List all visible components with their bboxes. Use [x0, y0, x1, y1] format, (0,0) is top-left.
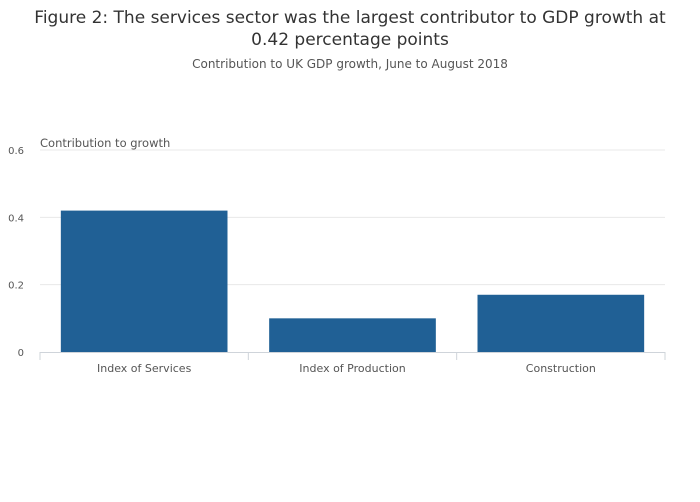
chart-subtitle: Contribution to UK GDP growth, June to A…: [192, 57, 508, 71]
bar: [477, 294, 645, 352]
bars: [60, 210, 645, 352]
x-tick-label: Construction: [526, 362, 596, 375]
y-tick-label: 0: [18, 348, 24, 359]
bar: [60, 210, 228, 352]
x-tick-label: Index of Production: [299, 362, 405, 375]
x-tick-label: Index of Services: [97, 362, 192, 375]
y-tick-label: 0.2: [8, 281, 24, 292]
x-axis: Index of Services Index of Production Cons…: [39, 352, 666, 375]
y-axis-label: Contribution to growth: [40, 136, 170, 150]
y-axis-ticks: 0 0.2 0.4 0.6: [8, 146, 24, 359]
chart-title: Figure 2: The services sector was the la…: [34, 8, 666, 50]
bar: [269, 318, 436, 352]
y-tick-label: 0.6: [8, 146, 24, 157]
y-tick-label: 0.4: [8, 213, 24, 224]
